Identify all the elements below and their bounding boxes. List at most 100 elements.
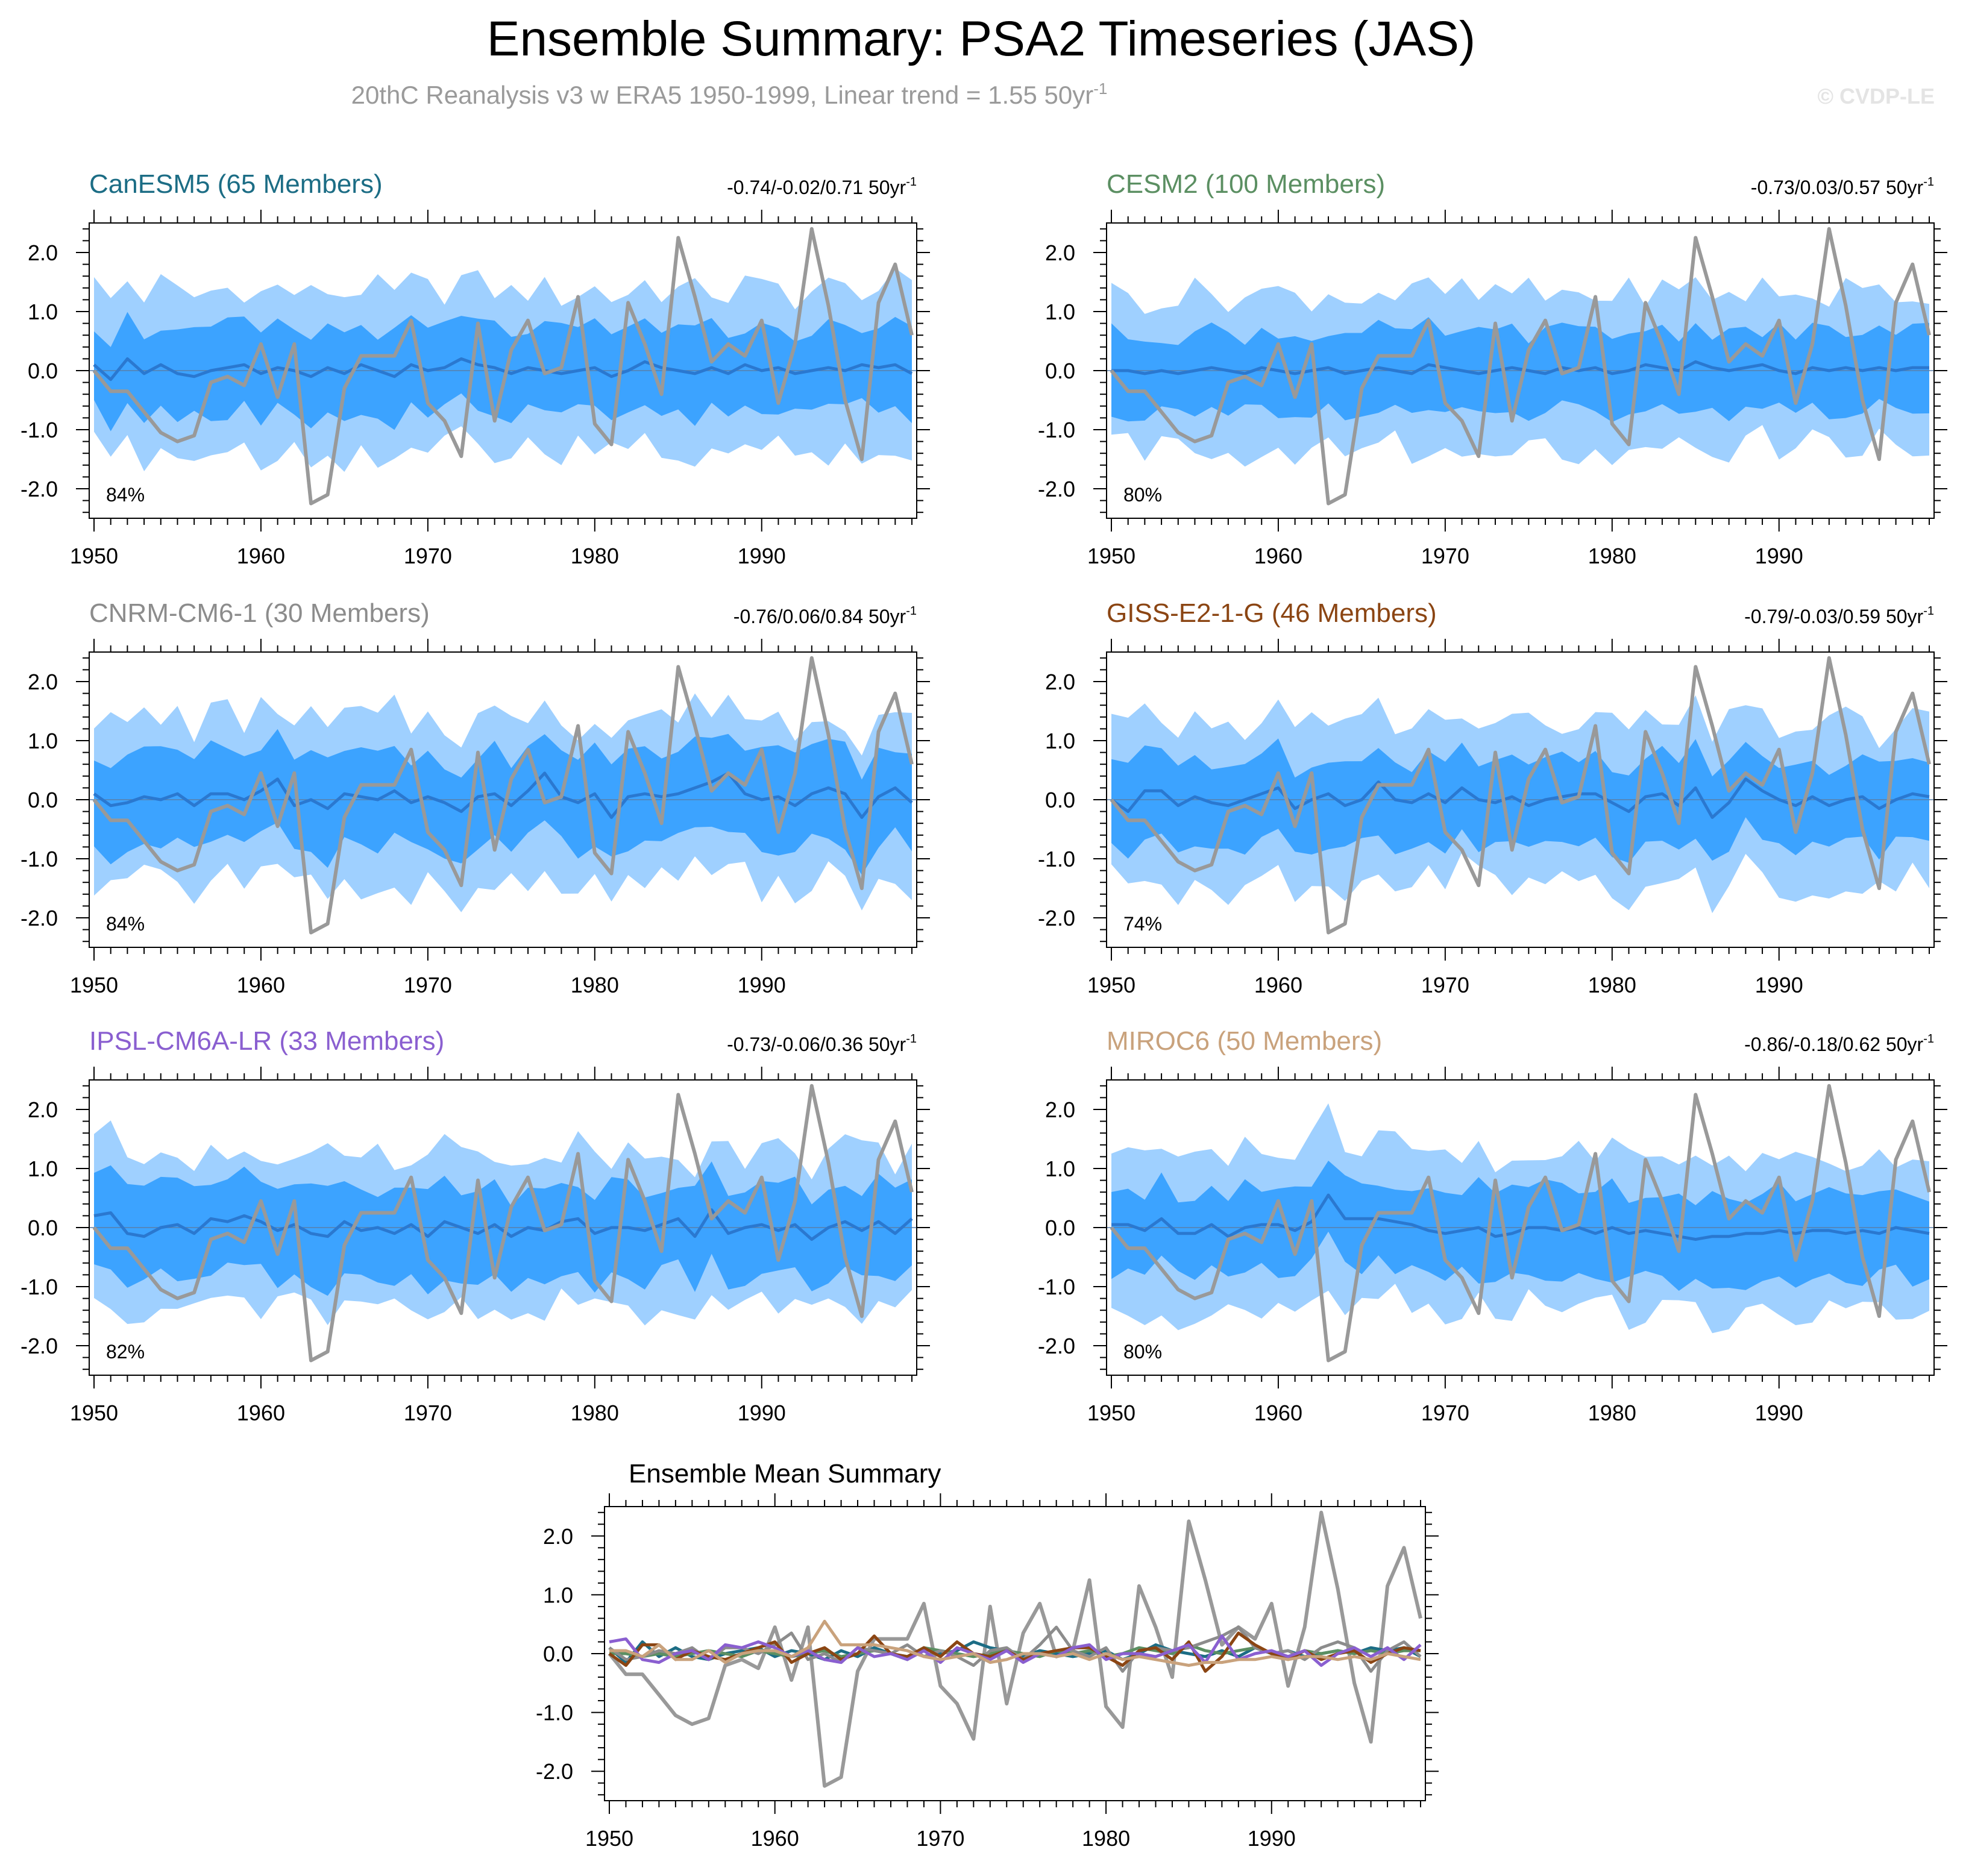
subtitle-main: 20thC Reanalysis v3 w ERA5 1950-1999, Li… [351, 81, 1094, 109]
panel-canesm5-title: CanESM5 (65 Members) [89, 169, 383, 199]
panel-cesm2-ytick-label: 2.0 [1045, 240, 1075, 265]
subtitle-sup: -1 [1093, 80, 1107, 98]
panel-canesm5-ytick-label: -1.0 [20, 418, 58, 442]
panel-giss-e2-1-g-ytick-label: 1.0 [1045, 729, 1075, 753]
panel-miroc6-observed-line [1110, 1084, 1931, 1363]
panel-ipsl-cm6a-lr-chart: 2.0 1.0 0.0 -1.0 -2.0 1950 1960 1970 1980 1990 IPS… [20, 1026, 930, 1425]
panel-summary-xtick-label: 1990 [1248, 1826, 1296, 1851]
panel-giss-e2-1-g-ytick-label: 2.0 [1045, 670, 1075, 694]
panel-canesm5-xtick-label: 1980 [571, 544, 619, 568]
panel-cesm2-xtick-label: 1990 [1755, 544, 1803, 568]
panel-canesm5-xtick-label: 1950 [70, 544, 118, 568]
panel-cesm2-trend-sup: -1 [1923, 175, 1934, 189]
panel-cesm2-ytick-label: 0.0 [1045, 359, 1075, 383]
panel-miroc6-xtick-label: 1950 [1087, 1401, 1135, 1425]
panel-miroc6-trend-text: -0.86/-0.18/0.62 50yr-1 [1744, 1032, 1934, 1055]
panel-summary-ytick-label: 2.0 [543, 1524, 573, 1549]
panel-ipsl-cm6a-lr-xtick-label: 1990 [738, 1401, 786, 1425]
panel-ipsl-cm6a-lr-ytick-label: 2.0 [28, 1097, 58, 1122]
panel-cnrm-cm6-1-chart: 2.0 1.0 0.0 -1.0 -2.0 1950 1960 1970 1980 1990 CNR… [20, 598, 930, 997]
panel-miroc6-title: MIROC6 (50 Members) [1107, 1026, 1382, 1056]
panel-summary-ytick-label: -2.0 [536, 1759, 573, 1784]
panel-cnrm-cm6-1-xtick-label: 1950 [70, 973, 118, 997]
panel-cnrm-cm6-1-title: CNRM-CM6-1 (30 Members) [89, 598, 430, 628]
panel-ipsl-cm6a-lr-title: IPSL-CM6A-LR (33 Members) [89, 1026, 444, 1056]
figure-title: Ensemble Summary: PSA2 Timeseries (JAS) [487, 11, 1475, 66]
panel-canesm5-ensemble-mean-line [93, 357, 913, 381]
panel-miroc6-xtick-label: 1960 [1254, 1401, 1302, 1425]
panel-canesm5-ytick-label: 1.0 [28, 300, 58, 324]
panel-canesm5-ytick-label: -2.0 [20, 477, 58, 501]
panel-cnrm-cm6-1-trend-value: -0.76/0.06/0.84 50yr [733, 606, 906, 627]
panel-miroc6-chart: 2.0 1.0 0.0 -1.0 -2.0 1950 1960 1970 1980 1990 MIR… [1038, 1026, 1947, 1425]
panel-cesm2-title: CESM2 (100 Members) [1107, 169, 1385, 199]
panel-ipsl-cm6a-lr-ytick-label: 0.0 [28, 1216, 58, 1240]
panel-giss-e2-1-g-ensemble-mean-line [1110, 777, 1930, 819]
panel-cnrm-cm6-1-ytick-label: 1.0 [28, 729, 58, 753]
panel-miroc6-xtick-label: 1970 [1421, 1401, 1469, 1425]
panel-giss-e2-1-g-trend-value: -0.79/-0.03/0.59 50yr [1744, 606, 1923, 627]
panel-giss-e2-1-g-xtick-label: 1980 [1588, 973, 1636, 997]
panel-cesm2-trend-text: -0.73/0.03/0.57 50yr-1 [1751, 175, 1934, 198]
panel-cnrm-cm6-1-ytick-label: -1.0 [20, 847, 58, 871]
panel-cesm2-ensemble-mean-line [1111, 360, 1929, 375]
panel-miroc6-ytick-label: -1.0 [1038, 1275, 1075, 1299]
panel-giss-e2-1-g-xtick-label: 1960 [1254, 973, 1302, 997]
panel-miroc6-ensemble-mean-line [1111, 1193, 1930, 1241]
panel-cnrm-cm6-1-percent-label: 84% [106, 913, 145, 935]
panel-cesm2-xtick-label: 1960 [1254, 544, 1302, 568]
panel-cnrm-cm6-1-trend-sup: -1 [906, 604, 917, 618]
panel-miroc6-xtick-label: 1980 [1588, 1401, 1636, 1425]
panel-miroc6-trend-value: -0.86/-0.18/0.62 50yr [1744, 1034, 1923, 1055]
panel-summary-ytick-label: 1.0 [543, 1583, 573, 1607]
panel-cnrm-cm6-1-xtick-label: 1960 [237, 973, 285, 997]
panel-ipsl-cm6a-lr-trend-value: -0.73/-0.06/0.36 50yr [727, 1034, 906, 1055]
watermark: © CVDP-LE [1817, 84, 1935, 108]
panel-cesm2-chart: 2.0 1.0 0.0 -1.0 -2.0 1950 1960 1970 1980 1990 CES… [1038, 169, 1947, 568]
panel-ipsl-cm6a-lr-xtick-label: 1980 [571, 1401, 619, 1425]
panel-summary-xtick-label: 1960 [751, 1826, 799, 1851]
panel-giss-e2-1-g-ytick-label: -1.0 [1038, 847, 1075, 871]
panel-giss-e2-1-g-chart: 2.0 1.0 0.0 -1.0 -2.0 1950 1960 1970 1980 1990 GIS… [1038, 598, 1947, 997]
panel-cesm2-xtick-label: 1980 [1588, 544, 1636, 568]
panel-ipsl-cm6a-lr-xtick-label: 1950 [70, 1401, 118, 1425]
panel-cnrm-cm6-1-ytick-label: 0.0 [28, 788, 58, 812]
panel-cnrm-cm6-1-xtick-label: 1980 [571, 973, 619, 997]
panel-canesm5-xtick-label: 1970 [404, 544, 452, 568]
panel-ipsl-cm6a-lr-ytick-label: -1.0 [20, 1275, 58, 1299]
panel-giss-e2-1-g-observed-line [1110, 656, 1931, 935]
panel-cnrm-cm6-1-observed-line [92, 656, 914, 935]
panel-ipsl-cm6a-lr-xtick-label: 1970 [404, 1401, 452, 1425]
panel-ipsl-cm6a-lr-xtick-label: 1960 [237, 1401, 285, 1425]
panel-miroc6-inner-band [1111, 1161, 1929, 1291]
panel-miroc6-percent-label: 80% [1123, 1341, 1162, 1363]
panel-giss-e2-1-g-xtick-label: 1990 [1755, 973, 1803, 997]
panel-miroc6-ytick-label: -2.0 [1038, 1334, 1075, 1358]
panel-canesm5-ytick-label: 2.0 [28, 240, 58, 265]
panel-giss-e2-1-g-ytick-label: -2.0 [1038, 906, 1075, 930]
panel-cesm2-ytick-label: -1.0 [1038, 418, 1075, 442]
panel-giss-e2-1-g-xtick-label: 1970 [1421, 973, 1469, 997]
panel-ipsl-cm6a-lr-trend-text: -0.73/-0.06/0.36 50yr-1 [727, 1032, 917, 1055]
panel-cnrm-cm6-1-xtick-label: 1990 [738, 973, 786, 997]
panel-canesm5-trend-text: -0.74/-0.02/0.71 50yr-1 [727, 175, 917, 198]
panel-cesm2-trend-value: -0.73/0.03/0.57 50yr [1751, 177, 1924, 198]
panel-giss-e2-1-g-title: GISS-E2-1-G (46 Members) [1107, 598, 1437, 628]
panel-canesm5-ytick-label: 0.0 [28, 359, 58, 383]
panel-ipsl-cm6a-lr-trend-sup: -1 [906, 1032, 917, 1046]
panel-summary-chart: 2.0 1.0 0.0 -1.0 -2.0 1950 1960 1970 1980 1990 Ens… [536, 1459, 1439, 1851]
panel-ipsl-cm6a-lr-ensemble-mean-line [93, 1208, 913, 1241]
panel-canesm5-trend-value: -0.74/-0.02/0.71 50yr [727, 177, 906, 198]
panel-miroc6-ytick-label: 2.0 [1045, 1097, 1075, 1122]
figure-subtitle: 20thC Reanalysis v3 w ERA5 1950-1999, Li… [351, 80, 1108, 109]
panel-cnrm-cm6-1-inner-band [94, 729, 912, 875]
panel-ipsl-cm6a-lr-ytick-label: -2.0 [20, 1334, 58, 1358]
panel-ipsl-cm6a-lr-ytick-label: 1.0 [28, 1156, 58, 1181]
panel-cesm2-ytick-label: -2.0 [1038, 477, 1075, 501]
panel-summary-title: Ensemble Mean Summary [629, 1459, 941, 1489]
panel-cnrm-cm6-1-trend-text: -0.76/0.06/0.84 50yr-1 [733, 604, 917, 627]
panel-canesm5-observed-line [92, 227, 914, 506]
panel-ipsl-cm6a-lr-observed-line [92, 1084, 914, 1363]
panel-cnrm-cm6-1-ytick-label: -2.0 [20, 906, 58, 930]
